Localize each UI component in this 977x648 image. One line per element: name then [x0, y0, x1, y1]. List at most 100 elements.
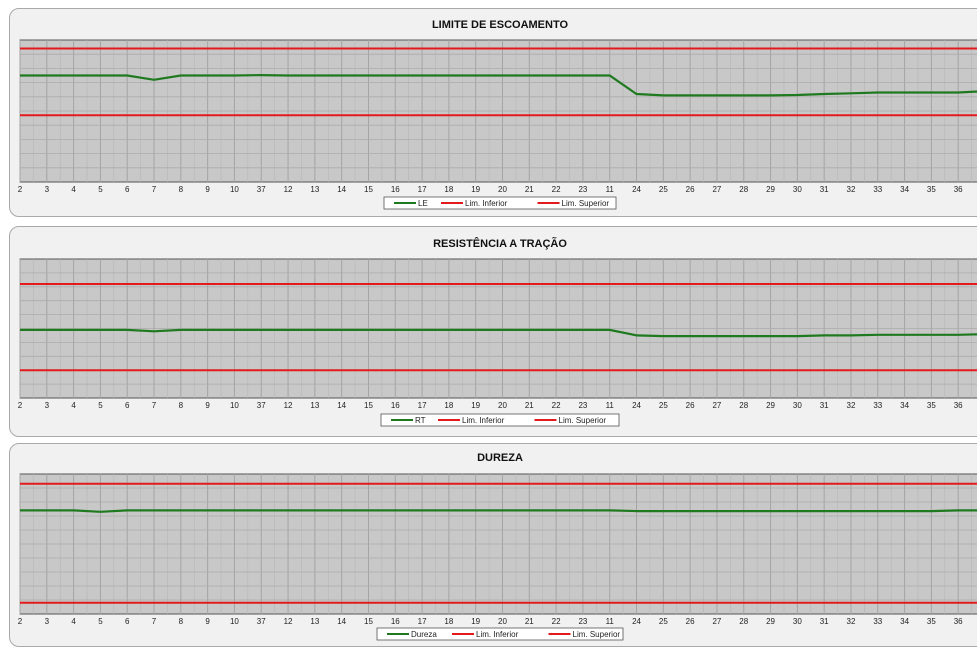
x-tick-label: 21: [525, 617, 534, 626]
x-tick-label: 21: [525, 185, 534, 194]
x-tick-label: 2: [18, 617, 23, 626]
x-tick-label: 33: [873, 185, 882, 194]
x-tick-label: 17: [418, 617, 427, 626]
series-line-le: [20, 73, 977, 97]
x-tick-label: 10: [230, 185, 239, 194]
x-tick-label: 8: [179, 185, 184, 194]
x-tick-label: 11: [606, 185, 615, 194]
legend-label-lim-superior: Lim. Superior: [573, 630, 621, 639]
x-tick-label: 10: [230, 617, 239, 626]
x-tick-label: 5: [98, 185, 103, 194]
x-tick-label: 9: [205, 185, 210, 194]
x-tick-label: 11: [606, 617, 615, 626]
x-tick-label: 29: [766, 617, 775, 626]
x-tick-label: 17: [418, 401, 427, 410]
chart-panel-resistencia-tracao: RESISTÊNCIA A TRAÇÃO 2 3 4 5 6 7 8 9 10 37 12 13 14 15…: [9, 226, 977, 437]
x-tick-label: 17: [418, 185, 427, 194]
x-tick-label: 12: [284, 401, 293, 410]
x-tick-label: 28: [739, 617, 748, 626]
x-tick-label: 29: [766, 185, 775, 194]
x-tick-label: 16: [391, 617, 400, 626]
x-tick-label: 24: [632, 185, 641, 194]
x-tick-label: 18: [444, 401, 453, 410]
x-tick-label: 24: [632, 401, 641, 410]
x-tick-label: 25: [659, 617, 668, 626]
x-tick-label: 14: [337, 185, 346, 194]
x-tick-label: 19: [471, 185, 480, 194]
x-tick-label: 34: [900, 617, 909, 626]
x-tick-label: 30: [793, 185, 802, 194]
x-tick-label: 32: [847, 401, 856, 410]
x-tick-label: 16: [391, 401, 400, 410]
series-line-dureza: [20, 509, 977, 513]
x-tick-label: 35: [927, 617, 936, 626]
x-tick-label: 36: [954, 185, 963, 194]
x-tick-label: 29: [766, 401, 775, 410]
x-tick-label: 28: [739, 401, 748, 410]
x-tick-label: 33: [873, 617, 882, 626]
x-tick-label: 13: [310, 185, 319, 194]
x-tick-label: 20: [498, 617, 507, 626]
x-tick-label: 31: [820, 185, 829, 194]
x-tick-label: 20: [498, 185, 507, 194]
x-tick-label: 19: [471, 401, 480, 410]
x-tick-label: 24: [632, 617, 641, 626]
x-tick-label: 34: [900, 185, 909, 194]
x-tick-label: 36: [954, 617, 963, 626]
x-tick-label: 7: [152, 401, 157, 410]
x-tick-label: 12: [284, 617, 293, 626]
x-tick-label: 3: [45, 401, 50, 410]
x-tick-label: 21: [525, 401, 534, 410]
x-tick-label: 25: [659, 401, 668, 410]
x-tick-label: 36: [954, 401, 963, 410]
chart-panel-dureza: DUREZA 2 3 4 5 6 7 8 9 10 37 12 13 14 15 16 17 18 19 20 21 22…: [9, 443, 977, 647]
x-tick-label: 27: [712, 185, 721, 194]
x-tick-label: 4: [71, 401, 76, 410]
series-line-rt: [20, 328, 977, 338]
x-tick-label: 23: [578, 617, 587, 626]
legend-box: [380, 413, 620, 427]
x-tick-label: 12: [284, 185, 293, 194]
x-tick-label: 26: [686, 185, 695, 194]
x-tick-label: 14: [337, 401, 346, 410]
x-tick-label: 31: [820, 617, 829, 626]
legend-label-dureza: Dureza: [411, 630, 437, 639]
x-tick-label: 33: [873, 401, 882, 410]
x-tick-label: 16: [391, 185, 400, 194]
x-tick-label: 10: [230, 401, 239, 410]
legend-label-le: LE: [418, 199, 428, 208]
x-tick-label: 32: [847, 185, 856, 194]
x-tick-label: 15: [364, 185, 373, 194]
x-tick-label: 8: [179, 401, 184, 410]
legend-box: [383, 196, 617, 210]
x-tick-label: 26: [686, 401, 695, 410]
x-tick-label: 35: [927, 185, 936, 194]
x-tick-label: 3: [45, 617, 50, 626]
x-tick-label: 23: [578, 401, 587, 410]
x-tick-label: 9: [205, 401, 210, 410]
x-tick-label: 18: [444, 185, 453, 194]
x-tick-label: 23: [578, 185, 587, 194]
chart-title: DUREZA: [477, 452, 523, 464]
x-tick-label: 22: [552, 185, 561, 194]
x-tick-label: 14: [337, 617, 346, 626]
x-tick-label: 15: [364, 401, 373, 410]
x-tick-label: 27: [712, 401, 721, 410]
x-tick-label: 13: [310, 617, 319, 626]
x-tick-label: 28: [739, 185, 748, 194]
x-tick-label: 3: [45, 185, 50, 194]
x-tick-label: 37: [257, 185, 266, 194]
legend-label-lim-superior: Lim. Superior: [562, 199, 610, 208]
x-tick-label: 7: [152, 617, 157, 626]
x-tick-label: 30: [793, 401, 802, 410]
x-tick-label: 26: [686, 617, 695, 626]
legend-label-rt: RT: [415, 416, 426, 425]
x-tick-label: 11: [606, 401, 615, 410]
legend-label-lim-inferior: Lim. Inferior: [465, 199, 508, 208]
x-tick-label: 7: [152, 185, 157, 194]
x-tick-label: 6: [125, 617, 130, 626]
x-tick-label: 9: [205, 617, 210, 626]
x-tick-label: 25: [659, 185, 668, 194]
